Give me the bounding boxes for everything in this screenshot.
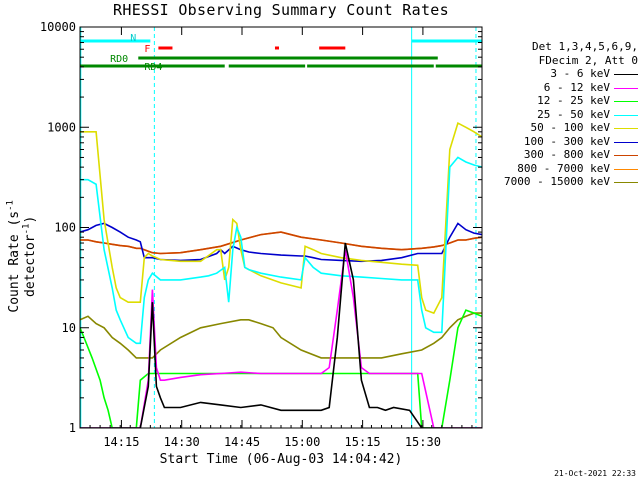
legend-swatch-7	[614, 168, 638, 170]
legend-swatch-4	[614, 128, 638, 129]
x-tick-label-2: 14:45	[224, 435, 260, 449]
legend-header-line1: Det 1,3,4,5,6,9,	[532, 40, 638, 53]
series-line-3-6-kev	[80, 242, 482, 428]
legend-swatch-8	[614, 182, 638, 183]
series-line-100-300-kev	[80, 222, 482, 263]
legend-swatch-6	[614, 155, 638, 156]
legend-swatch-5	[614, 141, 638, 143]
legend-header-line2: FDecim 2, Att 0	[538, 53, 638, 67]
flag-label-rd4: RD4	[144, 62, 162, 73]
x-tick-label-5: 15:30	[405, 435, 441, 449]
y-tick-label-4: 10000	[40, 20, 76, 34]
x-tick-label-3: 15:00	[284, 435, 320, 449]
timestamp: 21-Oct-2021 22:33	[554, 469, 636, 478]
series-line-50-100-kev	[80, 121, 482, 315]
legend-entry-0: 3 - 6 keV	[484, 67, 640, 81]
legend-swatch-1	[614, 87, 638, 89]
series-line-7000-15000-kev	[80, 312, 482, 359]
x-tick-label-4: 15:15	[345, 435, 381, 449]
y-tick-label-0: 1	[69, 421, 76, 435]
legend-entry-6: 300 - 800 keV	[484, 148, 640, 162]
x-axis-label: Start Time (06-Aug-03 14:04:42)	[159, 452, 403, 467]
legend-label-8: 7000 - 15000 keV	[504, 175, 610, 188]
chart-title: RHESSI Observing Summary Count Rates	[113, 1, 449, 19]
legend-swatch-0	[614, 74, 638, 75]
flag-label-n: N	[130, 33, 136, 44]
plot-frame	[79, 26, 483, 429]
legend-label-4: 50 - 100 keV	[530, 121, 610, 134]
x-tick-label-0: 14:15	[103, 435, 139, 449]
legend-entry-5: 100 - 300 keV	[484, 135, 640, 149]
legend-swatch-2	[614, 101, 638, 102]
legend-label-0: 3 - 6 keV	[550, 67, 610, 80]
legend-entry-3: 25 - 50 keV	[484, 108, 640, 122]
legend-swatch-3	[614, 114, 638, 116]
legend-entry-8: 7000 - 15000 keV	[484, 175, 640, 189]
legend-label-5: 100 - 300 keV	[523, 134, 610, 148]
flag-label-rd0: RD0	[110, 54, 128, 65]
flag-label-f: F	[144, 44, 150, 55]
legend-label-7: 800 - 7000 keV	[517, 161, 610, 175]
y-tick-label-1: 10	[62, 321, 76, 335]
legend-label-6: 300 - 800 keV	[523, 148, 610, 161]
legend-label-2: 12 - 25 keV	[537, 94, 610, 107]
y-tick-label-3: 1000	[47, 120, 76, 134]
y-tick-label-2: 100	[54, 221, 76, 235]
legend-entry-1: 6 - 12 keV	[484, 81, 640, 95]
legend-label-3: 25 - 50 keV	[537, 107, 610, 121]
series-line-25-50-kev	[80, 156, 482, 345]
legend: Det 1,3,4,5,6,9, FDecim 2, Att 0 3 - 6 k…	[484, 40, 640, 189]
legend-label-1: 6 - 12 keV	[543, 80, 610, 94]
x-tick-label-1: 14:30	[164, 435, 200, 449]
legend-entry-7: 800 - 7000 keV	[484, 162, 640, 176]
legend-entry-2: 12 - 25 keV	[484, 94, 640, 108]
legend-entry-4: 50 - 100 keV	[484, 121, 640, 135]
